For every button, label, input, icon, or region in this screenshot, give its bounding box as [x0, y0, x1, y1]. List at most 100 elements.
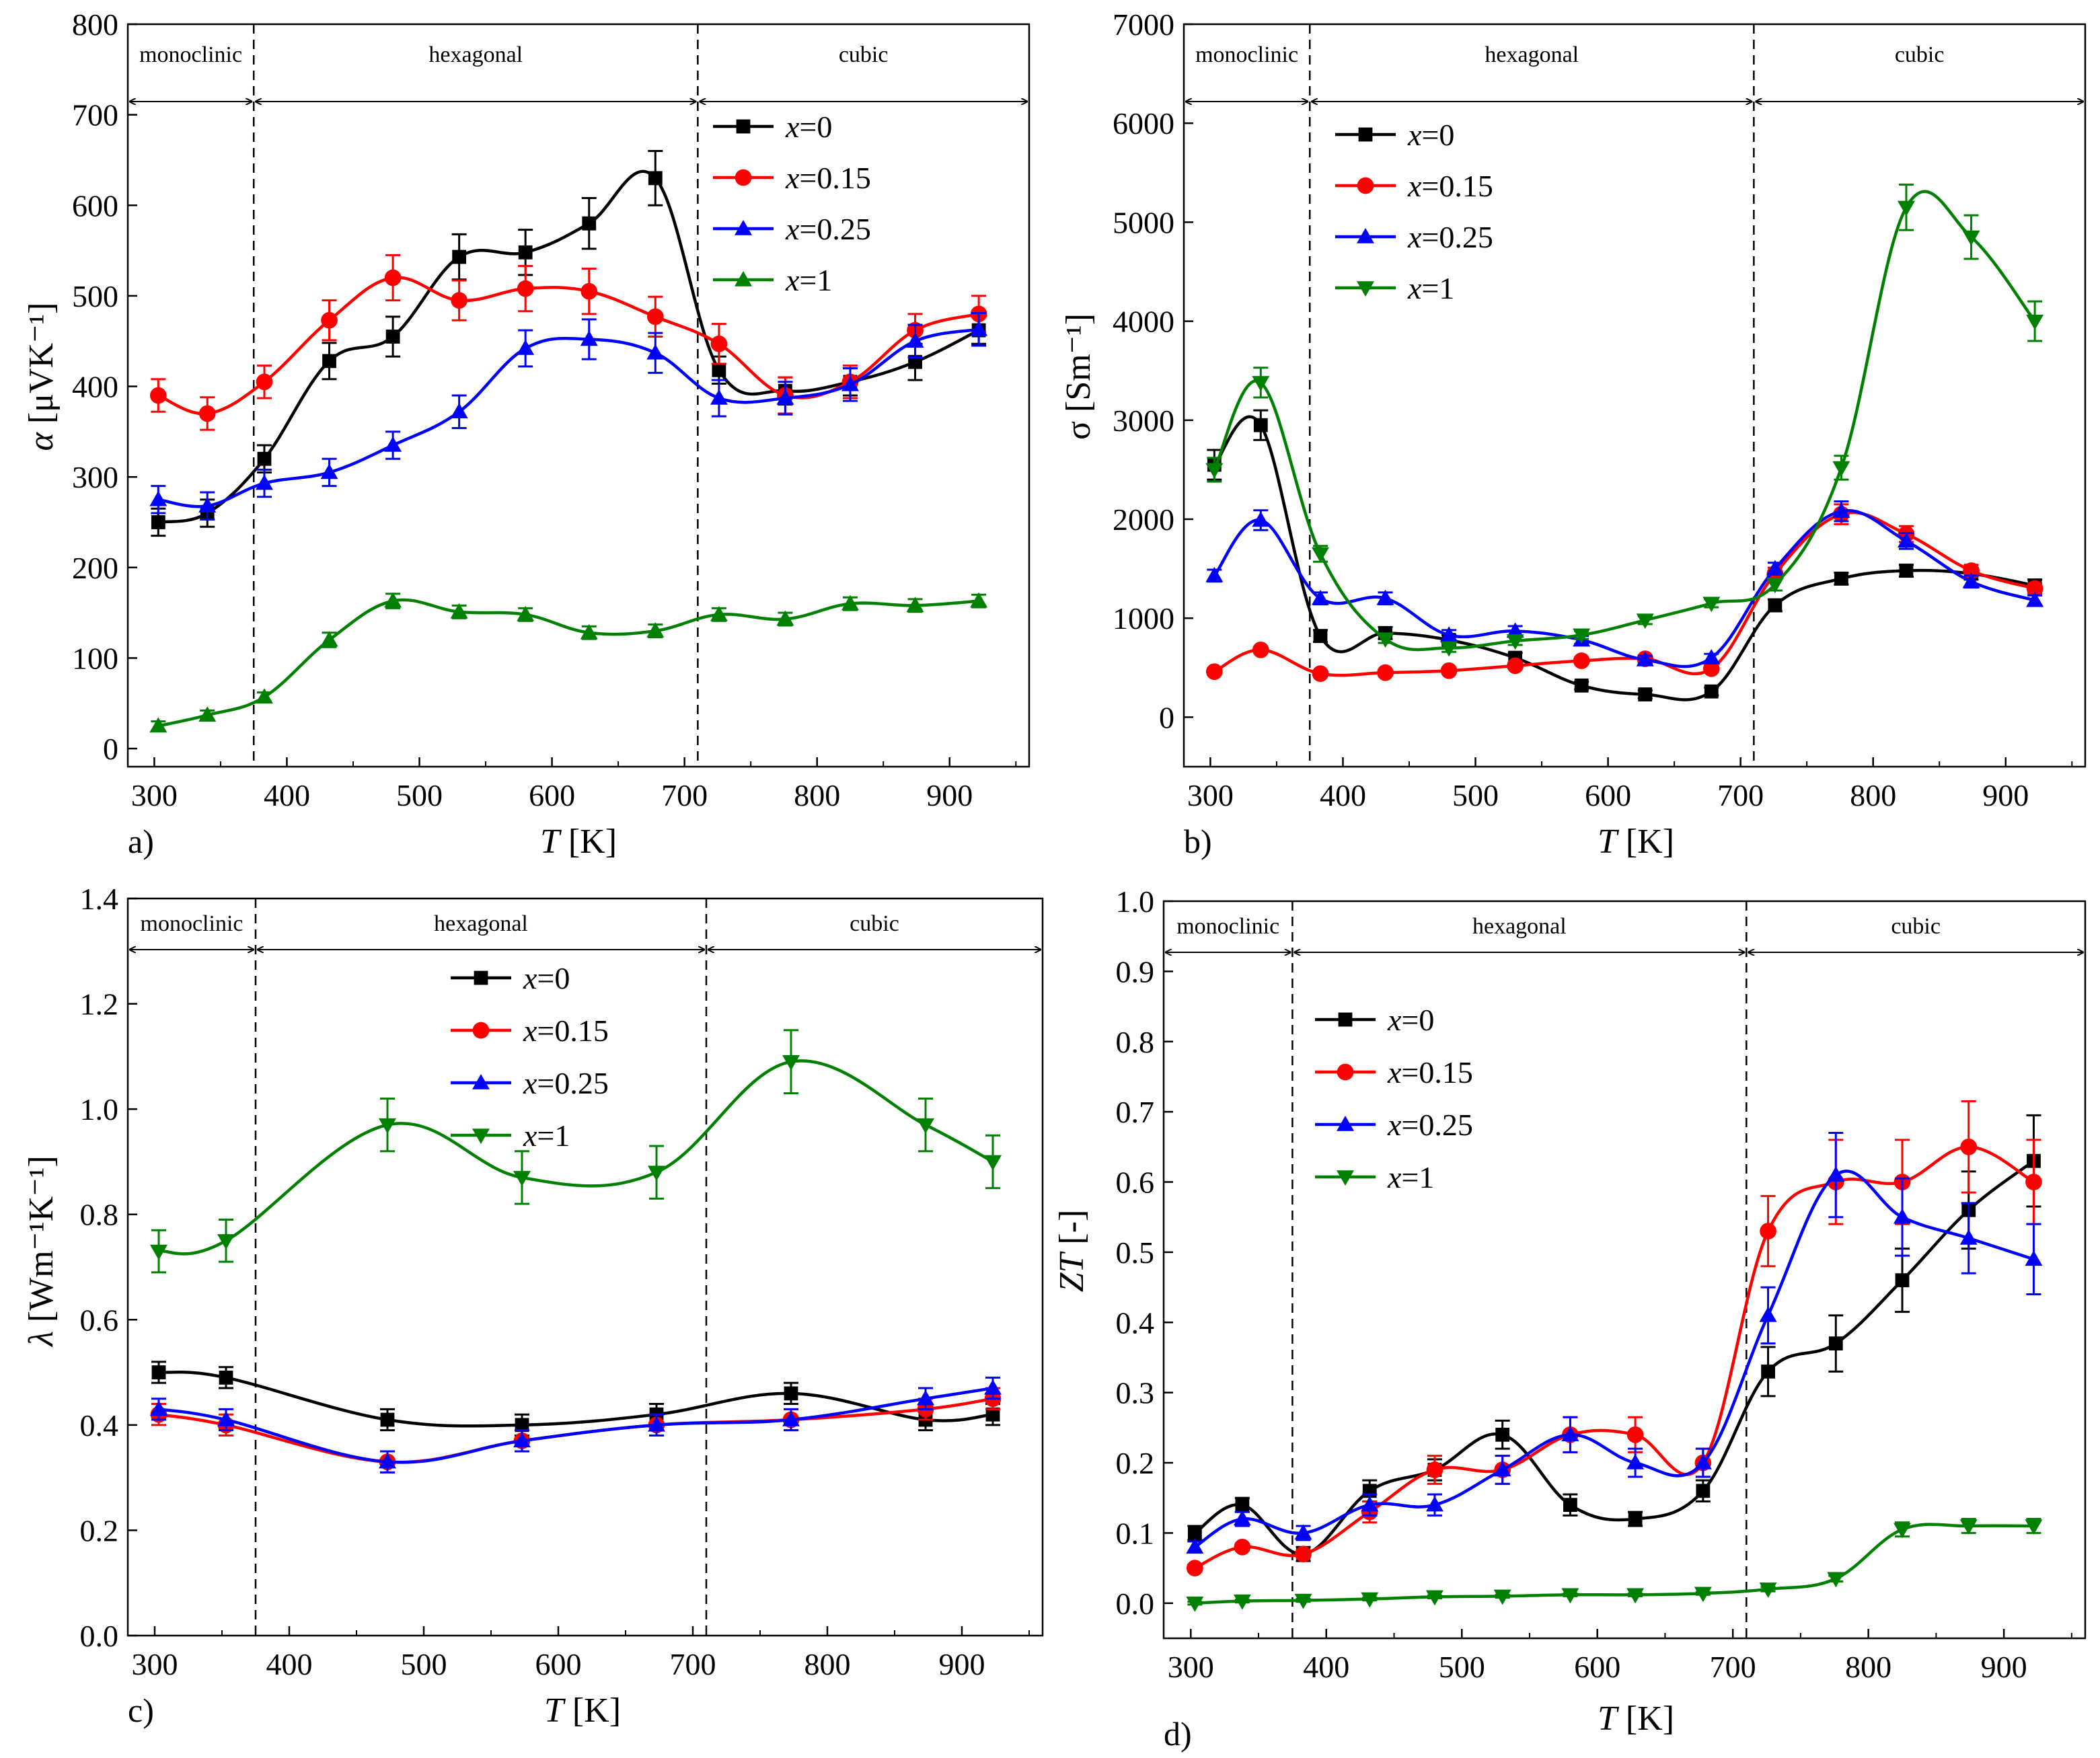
- plot-area-b: monoclinic hexagonal cubic 300 400 500 600 700 8…: [1113, 7, 2087, 812]
- legend-marker: [1357, 177, 1374, 194]
- data-point: [149, 387, 167, 404]
- data-point: [1233, 1594, 1251, 1610]
- x-tick-label: 600: [529, 778, 575, 812]
- legend-var: x: [785, 263, 800, 297]
- series-line: [158, 1370, 993, 1428]
- legend-marker: [1337, 1116, 1354, 1131]
- y-tick-label: 5000: [1113, 205, 1174, 239]
- y-tick-label: 0.0: [80, 1619, 119, 1653]
- legend-value: =1: [799, 263, 832, 297]
- series-line: [158, 1059, 994, 1256]
- data-point: [2026, 314, 2044, 330]
- data-point: [710, 389, 728, 405]
- data-point: [646, 622, 665, 638]
- data-point: [384, 269, 402, 286]
- data-point: [1626, 1588, 1645, 1604]
- legend-label: x=1: [785, 263, 832, 297]
- legend-label: x=0.25: [1387, 1108, 1473, 1142]
- x-tick-label: 300: [132, 1647, 178, 1681]
- legend-label: x=1: [1387, 1160, 1434, 1194]
- series-x-1: [150, 1029, 1002, 1274]
- legend-var: x: [785, 161, 800, 195]
- phase-label-monoclinic: monoclinic: [141, 911, 243, 936]
- y-tick-label: 4000: [1113, 305, 1174, 339]
- data-point: [1252, 641, 1269, 658]
- data-point: [451, 292, 467, 309]
- legend-marker: [1337, 1170, 1354, 1186]
- data-point: [1828, 1336, 1843, 1350]
- data-point: [1187, 1526, 1202, 1540]
- legend-value: =1: [1401, 1160, 1434, 1194]
- data-point: [515, 1418, 529, 1432]
- x-tick-label: 600: [1585, 778, 1631, 812]
- legend-value: =0.15: [1401, 1055, 1472, 1090]
- x-axis-label-a: T [K]: [540, 823, 617, 861]
- data-point: [1766, 578, 1784, 594]
- data-point: [782, 1055, 800, 1071]
- series-line: [1194, 1145, 2035, 1570]
- series-x-1: [149, 592, 988, 733]
- data-point: [517, 280, 534, 297]
- data-point: [1702, 597, 1721, 613]
- legend-b: x=0x=0.15x=0.25x=1: [1335, 118, 1493, 305]
- data-point: [710, 335, 728, 352]
- x-tick-label: 900: [926, 778, 973, 812]
- data-point: [219, 1371, 233, 1385]
- data-point: [1425, 1590, 1443, 1606]
- y-tick-label: 0.6: [80, 1303, 119, 1337]
- series-line: [157, 598, 979, 728]
- data-point: [518, 245, 533, 260]
- phase-label-cubic: cubic: [839, 42, 889, 67]
- data-point: [2025, 1519, 2043, 1535]
- data-point: [841, 595, 859, 611]
- series-x-0_25: [149, 311, 988, 521]
- data-point: [1377, 664, 1394, 681]
- data-point: [1960, 1138, 1978, 1155]
- phase-label-hexagonal: hexagonal: [1472, 914, 1567, 939]
- data-point: [1233, 1510, 1251, 1526]
- legend-label: x=0.25: [523, 1066, 609, 1100]
- data-point: [149, 717, 167, 733]
- data-point: [1766, 560, 1784, 576]
- legend-var: x: [1407, 220, 1422, 254]
- data-point: [648, 171, 663, 186]
- series-x-0: [151, 1361, 1000, 1437]
- x-tick-label: 800: [1845, 1650, 1891, 1684]
- legend-marker: [735, 220, 752, 235]
- series-x-0: [151, 149, 987, 537]
- series-line: [1213, 190, 2036, 652]
- data-point: [1295, 1545, 1312, 1563]
- data-point: [1425, 1496, 1443, 1512]
- y-tick-label: 0.8: [1116, 1025, 1155, 1059]
- data-point: [906, 332, 924, 348]
- data-point: [710, 605, 728, 621]
- series-x-0_15: [149, 254, 987, 431]
- data-point: [1312, 665, 1329, 682]
- series-x-1: [1205, 183, 2044, 657]
- data-point: [1493, 1589, 1511, 1605]
- data-point: [1376, 589, 1394, 605]
- data-point: [1893, 1523, 1912, 1539]
- y-tick-label: 7000: [1113, 7, 1174, 42]
- data-point: [384, 436, 402, 452]
- y-tick-label: 1000: [1113, 601, 1174, 636]
- data-point: [841, 375, 859, 391]
- panel-b: monoclinic hexagonal cubic 300 400 500 600 700 8…: [1059, 7, 2087, 861]
- x-tick-label: 600: [535, 1647, 582, 1681]
- x-tick-label: 400: [266, 1647, 313, 1681]
- series-x-0_25: [1186, 1131, 2043, 1554]
- data-point: [1573, 652, 1590, 669]
- data-point: [784, 1386, 798, 1401]
- x-tick-label: 700: [1710, 1650, 1756, 1684]
- panel-letter-c: c): [128, 1691, 154, 1729]
- data-point: [1186, 1560, 1203, 1576]
- legend-value: =1: [537, 1118, 570, 1153]
- panel-c: monoclinic hexagonal cubic 300 400 500 600 700 8…: [22, 882, 1044, 1730]
- data-point: [1962, 572, 1980, 588]
- data-point: [782, 1411, 800, 1426]
- data-point: [385, 330, 400, 344]
- y-tick-label: 0: [103, 732, 118, 766]
- data-point: [776, 610, 794, 626]
- data-point: [1827, 1572, 1845, 1588]
- x-tick-label: 500: [401, 1647, 447, 1681]
